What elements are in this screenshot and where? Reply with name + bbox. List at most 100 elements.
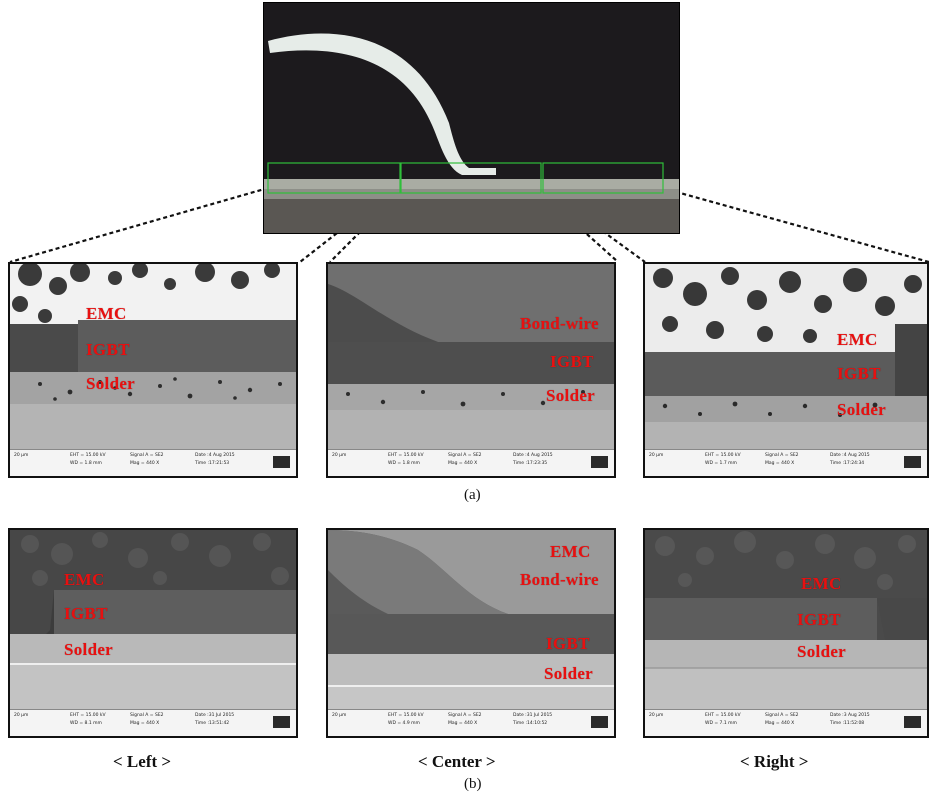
label-igbt: IGBT [64,604,108,623]
sem-info-bar: 20 µm EHT = 15.00 kV WD = 1.7 mm Signal … [645,449,927,476]
eht-value: EHT = 15.00 kV [705,453,741,458]
zeiss-logo [591,716,608,728]
wd-value: WD = 1.8 mm [388,461,420,466]
zeiss-logo [904,716,921,728]
emc-region [328,264,614,342]
label-emc: EMC [801,574,842,593]
bondwire-region [328,530,614,614]
label-solder: Solder [546,386,596,405]
time-value: Time :13:51:42 [195,721,230,726]
sem-panel-a-right: EMC IGBT Solder 20 µm EHT = 15.00 kV WD … [643,262,929,478]
substrate-layer [645,422,927,454]
wd-value: WD = 8.1 mm [70,721,102,726]
date-value: Date :4 Aug 2015 [195,453,235,458]
caption-a: (a) [464,487,481,503]
substrate [264,199,679,233]
sem-info-bar: 20 µm EHT = 15.00 kV WD = 1.8 mm Signal … [328,449,614,476]
mag-value: Mag = 440 X [130,461,160,466]
substrate-layer [645,668,927,714]
igbt-layer [645,352,895,396]
solder-layer [328,384,614,410]
emc-region [328,530,508,614]
scale-bar-label: 20 µm [332,713,347,718]
zeiss-logo [591,456,608,468]
zeiss-logo [273,456,290,468]
scale-bar-label: 20 µm [649,453,664,458]
label-emc: EMC [86,304,127,323]
label-solder: Solder [837,400,887,419]
label-igbt: IGBT [86,340,130,359]
label-bondwire: Bond-wire [520,314,599,333]
date-value: Date :3 Aug 2015 [830,713,870,718]
date-value: Date :4 Aug 2015 [830,453,870,458]
label-bondwire: Bond-wire [520,570,599,589]
eht-value: EHT = 15.00 kV [705,713,741,718]
label-solder: Solder [64,640,114,659]
igbt-layer [328,614,614,654]
igbt-layer [645,598,877,640]
position-label-left: < Left > [113,752,172,771]
scale-bar-label: 20 µm [14,453,29,458]
scale-bar-label: 20 µm [332,453,347,458]
sem-info-bar: 20 µm EHT = 15.00 kV WD = 1.8 mm Signal … [10,449,296,476]
label-solder: Solder [797,642,847,661]
signal-value: Signal A = SE2 [765,713,799,718]
label-emc: EMC [550,542,591,561]
signal-value: Signal A = SE2 [765,453,799,458]
zeiss-logo [904,456,921,468]
sem-info-bar: 20 µm EHT = 15.00 kV WD = 8.1 mm Signal … [10,709,296,736]
bondwire-region [328,284,438,342]
signal-value: Signal A = SE2 [130,453,164,458]
solder-layer [10,372,296,404]
wd-value: WD = 7.1 mm [705,721,737,726]
time-value: Time :17:21:53 [195,461,230,466]
sem-panel-b-right: EMC IGBT Solder 20 µm EHT = 15.00 kV WD … [643,528,929,738]
mag-value: Mag = 440 X [448,461,478,466]
mag-value: Mag = 440 X [448,721,478,726]
caption-b: (b) [464,776,482,792]
date-value: Date :4 Aug 2015 [513,453,553,458]
wd-value: WD = 4.9 mm [388,721,420,726]
zoom-line-right-outer [661,186,929,264]
sem-panel-a-center: Bond-wire IGBT Solder 20 µm EHT = 15.00 … [326,262,616,478]
label-solder: Solder [544,664,594,683]
mag-value: Mag = 440 X [130,721,160,726]
solder-layer [328,654,614,686]
time-value: Time :11:52:08 [830,721,865,726]
label-emc: EMC [64,570,105,589]
label-emc: EMC [837,330,878,349]
sem-panel-b-left: EMC IGBT Solder 20 µm EHT = 15.00 kV WD … [8,528,298,738]
scale-bar-label: 20 µm [649,713,664,718]
label-solder: Solder [86,374,136,393]
position-label-center: < Center > [418,752,496,771]
sem-panel-a-left: EMC IGBT Solder 20 µm EHT = 15.00 kV WD … [8,262,298,478]
date-value: Date :31 Jul 2015 [513,713,553,718]
time-value: Time :14:10:52 [513,721,548,726]
selection-boxes [267,162,664,194]
signal-value: Signal A = SE2 [448,453,482,458]
substrate-layer [10,664,296,714]
eht-value: EHT = 15.00 kV [70,713,106,718]
wd-value: WD = 1.7 mm [705,461,737,466]
zeiss-logo [273,716,290,728]
label-igbt: IGBT [797,610,841,629]
time-value: Time :17:24:34 [830,461,865,466]
igbt-layer [54,590,296,634]
igbt-layer [78,320,296,372]
solder-layer [645,640,927,668]
sem-panel-b-center: EMC Bond-wire IGBT Solder 20 µm EHT = 15… [326,528,616,738]
overview-photo [263,2,680,234]
sem-info-bar: 20 µm EHT = 15.00 kV WD = 7.1 mm Signal … [645,709,927,736]
eht-value: EHT = 15.00 kV [388,453,424,458]
date-value: Date :31 Jul 2015 [195,713,235,718]
eht-value: EHT = 15.00 kV [70,453,106,458]
label-igbt: IGBT [837,364,881,383]
position-label-right: < Right > [740,752,809,771]
solder-layer [10,634,296,664]
eht-value: EHT = 15.00 kV [388,713,424,718]
scale-bar-label: 20 µm [14,713,29,718]
sem-info-bar: 20 µm EHT = 15.00 kV WD = 4.9 mm Signal … [328,709,614,736]
mag-value: Mag = 440 X [765,461,795,466]
label-igbt: IGBT [550,352,594,371]
signal-value: Signal A = SE2 [130,713,164,718]
